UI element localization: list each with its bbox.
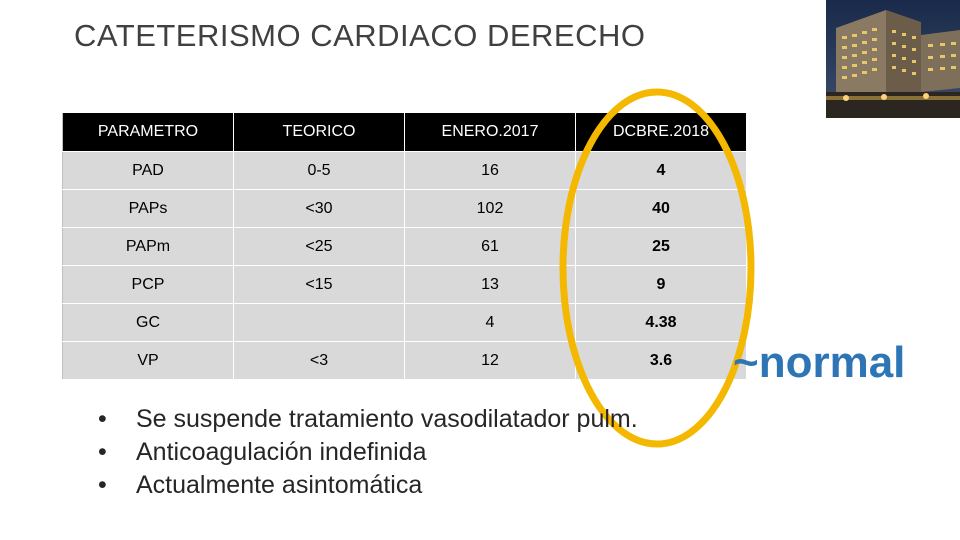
cell-jan-2017: 102 [404,189,576,228]
cell-theoretical: <30 [233,189,405,228]
list-item: • Actualmente asintomática [98,469,638,502]
list-item: • Anticoagulación indefinida [98,436,638,469]
cell-dec-2018: 3.6 [575,341,747,380]
bullet-text: Se suspende tratamiento vasodilatador pu… [136,405,638,433]
cell-theoretical [233,303,405,342]
table-row: PAPm <25 61 25 [62,227,747,266]
cell-theoretical: <3 [233,341,405,380]
cell-theoretical: <15 [233,265,405,304]
table-row: PAPs <30 102 40 [62,189,747,228]
bullet-list: • Se suspende tratamiento vasodilatador p… [98,403,638,502]
table-row: PCP <15 13 9 [62,265,747,304]
cell-parameter: PCP [62,265,234,304]
bullet-icon: • [98,471,107,499]
cell-dec-2018: 25 [575,227,747,266]
bullet-icon: • [98,438,107,466]
cell-parameter: PAD [62,151,234,190]
hospital-building-photo [826,0,960,118]
cell-theoretical: 0-5 [233,151,405,190]
cell-parameter: GC [62,303,234,342]
hospital-building-image [826,0,960,118]
table-row: VP <3 12 3.6 [62,341,747,380]
header-parametro: PARAMETRO [62,112,234,152]
cell-jan-2017: 12 [404,341,576,380]
cell-jan-2017: 16 [404,151,576,190]
list-item: • Se suspende tratamiento vasodilatador p… [98,403,638,436]
cell-jan-2017: 61 [404,227,576,266]
cell-parameter: VP [62,341,234,380]
cell-jan-2017: 4 [404,303,576,342]
table-row: PAD 0-5 16 4 [62,151,747,190]
bullet-text: Actualmente asintomática [136,471,423,499]
normal-annotation: ~normal [733,338,906,387]
cell-parameter: PAPs [62,189,234,228]
cell-parameter: PAPm [62,227,234,266]
hemodynamic-table: PARAMETRO TEORICO ENERO.2017 DCBRE.2018 … [62,112,747,380]
cell-dec-2018: 4 [575,151,747,190]
slide-title: CATETERISMO CARDIACO DERECHO [74,18,646,53]
bullet-icon: • [98,405,107,433]
header-enero-2017: ENERO.2017 [404,112,576,152]
highlight-ellipse [559,88,755,448]
bullet-text: Anticoagulación indefinida [136,438,427,466]
cell-theoretical: <25 [233,227,405,266]
cell-jan-2017: 13 [404,265,576,304]
cell-dec-2018: 9 [575,265,747,304]
header-teorico: TEORICO [233,112,405,152]
